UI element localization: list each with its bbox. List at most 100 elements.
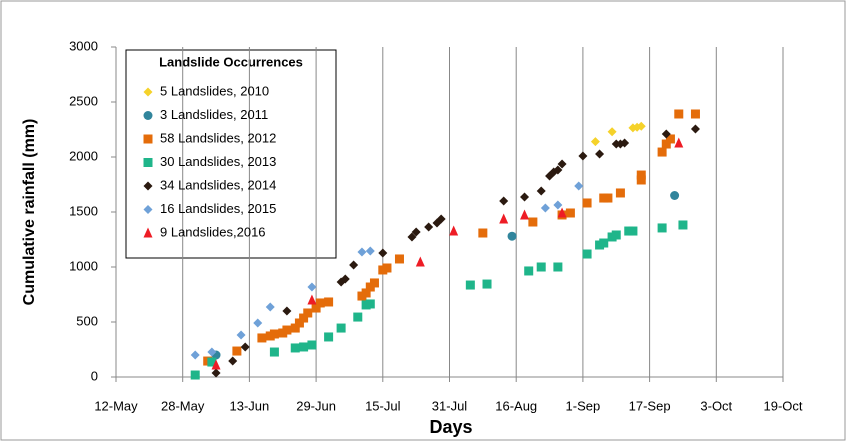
point	[553, 200, 563, 210]
legend-label: 16 Landslides, 2015	[160, 201, 276, 216]
point	[536, 186, 546, 196]
point	[236, 330, 246, 340]
legend-label: 30 Landslides, 2013	[160, 154, 276, 169]
point	[415, 256, 425, 267]
point	[636, 175, 646, 185]
point	[657, 147, 667, 157]
point	[232, 346, 242, 356]
point	[253, 318, 263, 328]
point	[382, 263, 392, 273]
point	[553, 262, 563, 272]
legend-marker	[143, 134, 153, 144]
point	[636, 170, 646, 180]
point	[207, 347, 217, 357]
x-tick-label: 1-Sep	[566, 398, 601, 413]
point	[690, 124, 700, 134]
point	[324, 297, 334, 307]
point	[299, 313, 309, 323]
point	[411, 227, 421, 237]
point	[449, 225, 459, 236]
point	[340, 274, 350, 284]
point	[299, 342, 309, 352]
point	[282, 306, 292, 316]
point	[290, 343, 300, 353]
legend-label: 58 Landslides, 2012	[160, 130, 276, 145]
point	[499, 213, 509, 224]
point	[240, 342, 250, 352]
point	[303, 308, 313, 318]
point	[228, 356, 238, 366]
legend-marker	[143, 111, 153, 120]
y-axis-title: Cumulative rainfall (mm)	[21, 119, 38, 306]
y-tick-label: 2000	[69, 148, 98, 163]
x-tick-label: 3-Oct	[700, 398, 732, 413]
x-tick-label: 13-Jun	[230, 398, 270, 413]
point	[353, 312, 363, 322]
point	[540, 203, 550, 213]
point	[582, 249, 592, 259]
legend-label: 9 Landslides,2016	[160, 224, 266, 239]
point	[307, 294, 317, 305]
point	[482, 279, 492, 289]
point	[211, 368, 221, 378]
point	[294, 318, 304, 328]
point	[607, 127, 617, 137]
point	[690, 109, 700, 119]
point	[282, 325, 292, 335]
point	[536, 262, 546, 272]
point	[528, 217, 538, 227]
point	[565, 208, 575, 218]
legend-marker	[143, 205, 153, 214]
legend-title: Landslide Occurrences	[159, 54, 303, 69]
y-tick-label: 2500	[69, 93, 98, 108]
point	[211, 359, 221, 370]
legend-marker	[143, 87, 153, 97]
point	[190, 350, 200, 360]
y-tick-label: 500	[76, 313, 98, 328]
point	[524, 266, 534, 276]
x-axis-title: Days	[429, 417, 472, 437]
y-tick-label: 3000	[69, 38, 98, 53]
x-tick-label: 15-Jul	[365, 398, 401, 413]
point	[599, 238, 609, 248]
point	[478, 228, 488, 238]
point	[553, 165, 563, 175]
point	[661, 129, 671, 139]
x-tick-label: 17-Sep	[629, 398, 671, 413]
x-tick-label: 28-May	[161, 398, 205, 413]
x-tick-label: 29-Jun	[296, 398, 336, 413]
point	[603, 193, 613, 203]
point	[595, 149, 605, 159]
point	[678, 220, 688, 230]
point	[665, 134, 675, 144]
point	[615, 188, 625, 198]
point	[557, 159, 567, 169]
point	[436, 214, 446, 224]
point	[365, 299, 375, 309]
point	[507, 231, 517, 241]
legend-label: 5 Landslides, 2010	[160, 83, 269, 98]
y-tick-label: 1500	[69, 203, 98, 218]
x-tick-label: 12-May	[94, 398, 138, 413]
point	[336, 323, 346, 333]
y-tick-label: 0	[91, 368, 98, 383]
x-tick-label: 31-Jul	[432, 398, 468, 413]
x-tick-label: 16-Aug	[495, 398, 537, 413]
legend-label: 3 Landslides, 2011	[160, 107, 268, 122]
point	[265, 302, 275, 312]
point	[582, 198, 592, 208]
legend-marker	[143, 158, 153, 167]
point	[674, 137, 684, 148]
point	[499, 196, 509, 206]
point	[636, 121, 646, 131]
point	[290, 323, 300, 333]
point	[465, 280, 475, 290]
point	[674, 109, 684, 119]
point	[365, 246, 375, 256]
point	[628, 226, 638, 236]
point	[361, 288, 371, 298]
point	[620, 138, 630, 148]
point	[394, 254, 404, 264]
y-tick-label: 1000	[69, 258, 98, 273]
